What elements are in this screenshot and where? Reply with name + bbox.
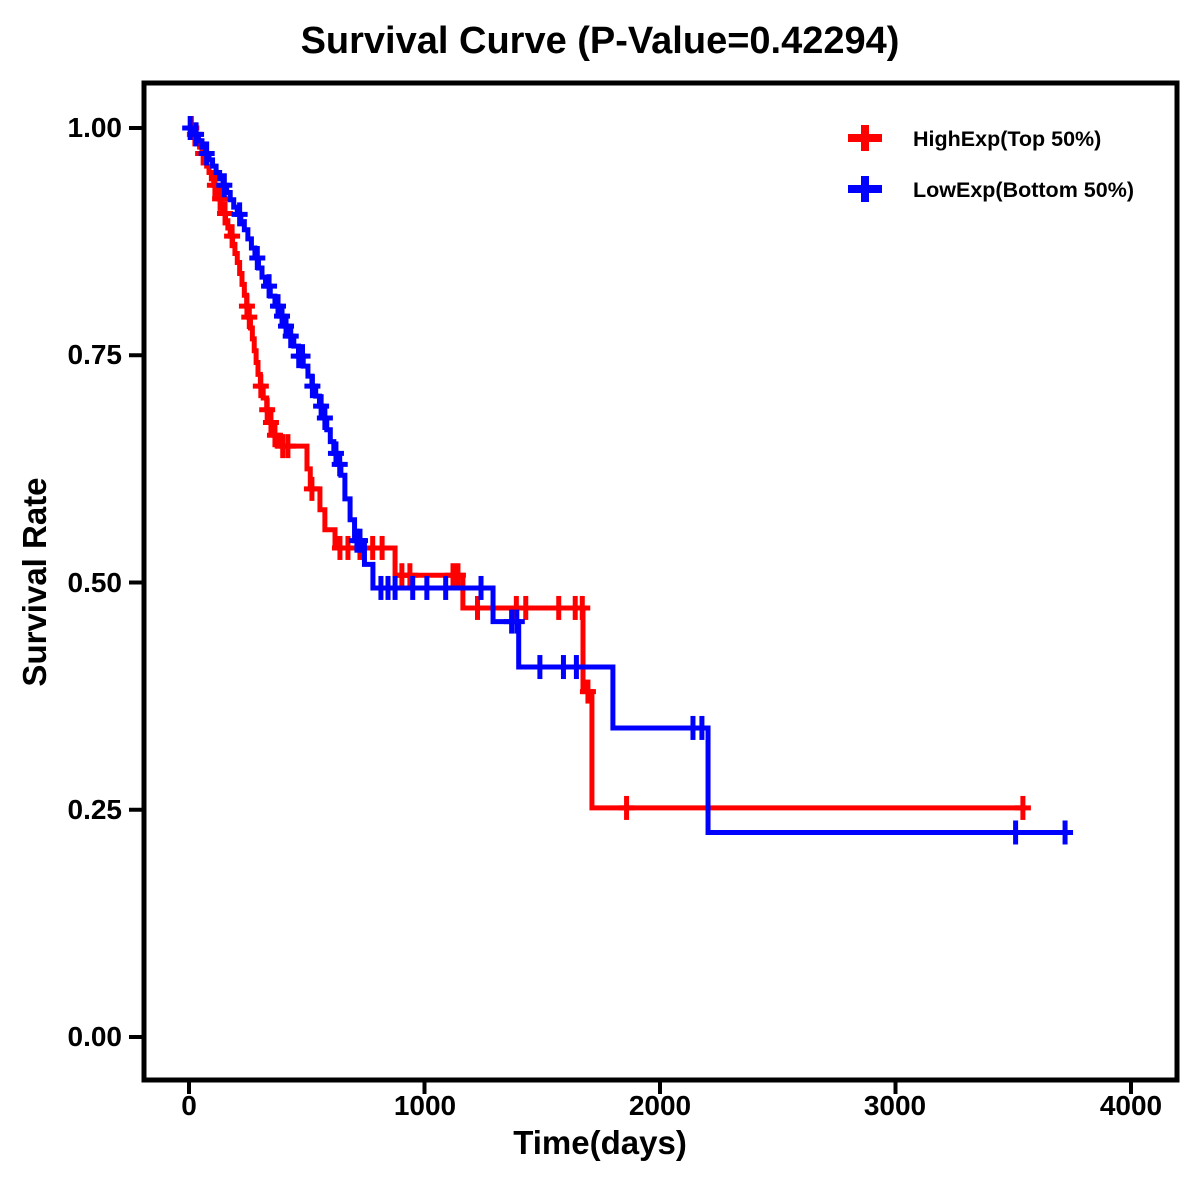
highexp-curve [189,125,1023,811]
legend-label-lowexp: LowExp(Bottom 50%) [913,178,1134,202]
x-tick-label-2000: 2000 [628,1090,692,1121]
legend-label-highexp: HighExp(Top 50%) [913,127,1102,151]
y-tick-label-0.25: 0.25 [67,794,123,825]
plot-border [141,80,1180,1083]
lowexp-curve [189,125,1070,835]
y-tick-label-0.75: 0.75 [67,339,123,370]
y-tick-label-0.00: 0.00 [67,1021,123,1052]
x-tick-label-0: 0 [181,1090,197,1121]
x-tick-label-1000: 1000 [393,1090,457,1121]
chart-title: Survival Curve (P-Value=0.42294) [300,20,900,62]
y-tick-label-0.50: 0.50 [67,567,123,598]
x-tick-label-4000: 4000 [1099,1090,1163,1121]
x-axis-label: Time(days) [513,1124,687,1161]
x-tick-label-3000: 3000 [863,1090,927,1121]
y-tick-label-1.00: 1.00 [67,112,123,143]
